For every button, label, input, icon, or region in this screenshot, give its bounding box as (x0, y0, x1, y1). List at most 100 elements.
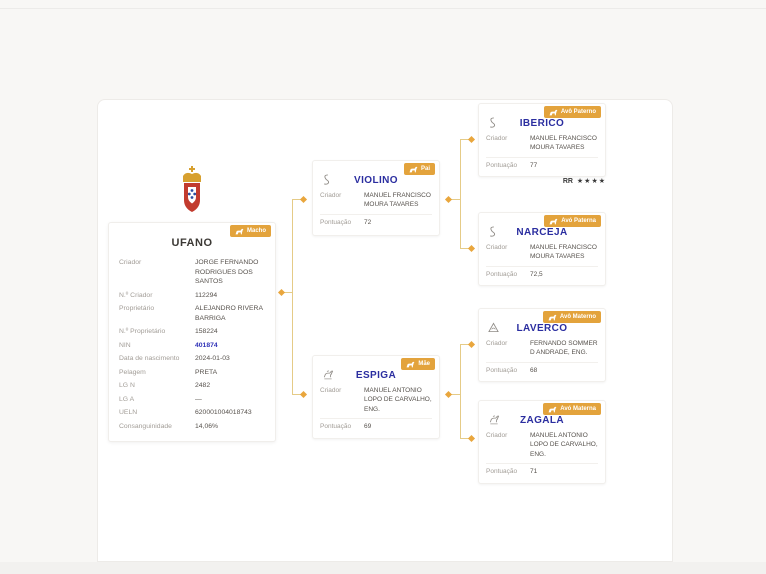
horse-icon (548, 314, 557, 320)
relation-badge: Mãe (401, 358, 435, 370)
field-value: JORGE FERNANDO RODRIGUES DOS SANTOS (195, 259, 259, 286)
breeder-row: Criador MANUEL ANTONIO LOPO DE CARVALHO,… (486, 429, 598, 461)
horse-icon (549, 218, 558, 224)
field-value: PRETA (195, 368, 218, 376)
field-label: Proprietário (119, 305, 155, 313)
horse-name-link[interactable]: IBERICO (519, 117, 565, 129)
connector-line (292, 199, 293, 395)
connector-line (450, 394, 461, 395)
score-label: Pontuação (486, 270, 518, 278)
field-label: Pelagem (119, 368, 146, 376)
field-row-data-nascimento: Data de nascimento 2024-01-03 (119, 352, 265, 366)
field-row-pelagem: Pelagem PRETA (119, 366, 265, 380)
horse-icon (549, 109, 558, 115)
field-label: NIN (119, 341, 131, 349)
breeder-label: Criador (486, 244, 508, 251)
breeder-value: FERNANDO SOMMER D ANDRADE, ENG. (530, 340, 598, 357)
pedigree-card-paternal-grandmother[interactable]: Avó Paterna NARCEJA Criador MANUEL FRANC… (478, 212, 606, 287)
score-row: Pontuação 68 (486, 361, 598, 377)
pedigree-card-maternal-grandmother[interactable]: Avó Materna ZAGALA Criador MANUEL ANTONI… (478, 400, 606, 484)
pedigree-card-paternal-grandfather[interactable]: Avô Paterno IBERICO Criador MANUEL FRANC… (478, 103, 606, 178)
field-value: 158224 (195, 328, 218, 336)
relation-badge-label: Avô Paterno (560, 109, 596, 115)
brand-mark-maternal-icon (489, 415, 500, 425)
rating-label: RR (562, 178, 573, 185)
score-label: Pontuação (320, 218, 352, 226)
connector-line (450, 199, 461, 200)
score-row: Pontuação 77 (486, 156, 598, 172)
field-value: 14,06% (195, 422, 219, 430)
field-row-num-proprietario: N.º Proprietário 158224 (119, 325, 265, 339)
field-label: N.º Proprietário (119, 328, 166, 336)
score-row: Pontuação 71 (486, 463, 598, 478)
field-label: N.º Criador (119, 291, 153, 299)
connector-line (460, 139, 461, 249)
field-value: ALEJANDRO RIVERA BARRIGA (195, 305, 263, 322)
field-row-criador: Criador JORGE FERNANDO RODRIGUES DOS SAN… (119, 256, 265, 289)
breeder-value: MANUEL FRANCISCO MOURA TAVARES (530, 244, 597, 261)
sex-badge: Macho (229, 225, 271, 237)
field-label: LG N (119, 382, 135, 390)
horse-icon (409, 166, 418, 172)
connector-line (460, 344, 471, 345)
score-label: Pontuação (320, 423, 352, 431)
horse-name-link[interactable]: ZAGALA (519, 414, 565, 426)
horse-name-link[interactable]: NARCEJA (516, 226, 568, 238)
field-row-proprietario: Proprietário ALEJANDRO RIVERA BARRIGA (119, 302, 265, 325)
brand-mark-paternal-icon (324, 174, 330, 185)
sex-badge-label: Macho (246, 228, 266, 234)
crest-logo (183, 166, 201, 212)
score-value: 72 (364, 218, 372, 226)
horse-name-link[interactable]: VIOLINO (354, 174, 398, 186)
horse-icon (235, 228, 244, 234)
field-row-lgn: LG N 2482 (119, 379, 265, 393)
score-row: Pontuação 69 (320, 418, 432, 433)
relation-badge-label: Avó Paterna (561, 218, 596, 224)
breeder-value: MANUEL ANTONIO LOPO DE CARVALHO, ENG. (530, 432, 598, 458)
relation-badge-label: Mãe (418, 361, 430, 367)
breeder-label: Criador (486, 340, 508, 347)
breeder-row: Criador MANUEL FRANCISCO MOURA TAVARES (486, 132, 598, 155)
score-value: 69 (364, 423, 372, 431)
relation-badge: Pai (403, 163, 435, 175)
horse-name-link[interactable]: LAVERCO (516, 322, 568, 334)
page-top-divider (0, 8, 766, 9)
page-bottom-strip (0, 562, 766, 574)
breeder-row: Criador MANUEL ANTONIO LOPO DE CARVALHO,… (320, 384, 432, 416)
field-label: UELN (119, 409, 138, 417)
breeder-row: Criador MANUEL FRANCISCO MOURA TAVARES (486, 241, 598, 264)
brand-mark-laverco-icon (488, 322, 499, 333)
relation-badge: Avô Materno (542, 311, 601, 323)
brand-mark-paternal-icon (490, 226, 496, 237)
horse-name-link[interactable]: ESPIGA (355, 369, 397, 381)
breeder-label: Criador (486, 432, 508, 439)
field-row-lga: LG A — (119, 393, 265, 407)
field-row-num-criador: N.º Criador 112294 (119, 289, 265, 303)
pedigree-card-maternal-grandfather[interactable]: Avô Materno LAVERCO Criador FERNANDO SOM… (478, 308, 606, 383)
brand-mark-maternal-icon (323, 370, 334, 380)
connector-line (283, 292, 293, 293)
connector-line (460, 438, 471, 439)
pedigree-card-father[interactable]: Pai VIOLINO Criador MANUEL FRANCISCO MOU… (312, 160, 440, 236)
nin-link[interactable]: 401874 (195, 341, 218, 349)
score-value: 77 (530, 161, 538, 169)
breeder-label: Criador (320, 192, 342, 199)
score-value: 68 (530, 366, 538, 374)
breeder-value: MANUEL FRANCISCO MOURA TAVARES (364, 192, 431, 209)
rating-stars: ★★★★ (576, 178, 606, 185)
horse-icon (548, 406, 557, 412)
rating-line: RR ★★★★ (478, 177, 606, 185)
pedigree-card-mother[interactable]: Mãe ESPIGA Criador MANUEL ANTONIO LOPO D… (312, 355, 440, 439)
connector-line (292, 199, 303, 200)
field-value: 112294 (195, 291, 218, 299)
field-label: Data de nascimento (119, 355, 180, 363)
breeder-value: MANUEL ANTONIO LOPO DE CARVALHO, ENG. (364, 387, 432, 413)
relation-badge: Avó Materna (543, 403, 601, 415)
breeder-row: Criador FERNANDO SOMMER D ANDRADE, ENG. (486, 337, 598, 360)
field-value: — (195, 395, 202, 403)
relation-badge-label: Avó Materna (560, 406, 596, 412)
score-value: 72,5 (530, 270, 543, 278)
subject-name: UFANO (171, 237, 213, 249)
score-label: Pontuação (486, 366, 518, 374)
score-label: Pontuação (486, 468, 518, 476)
